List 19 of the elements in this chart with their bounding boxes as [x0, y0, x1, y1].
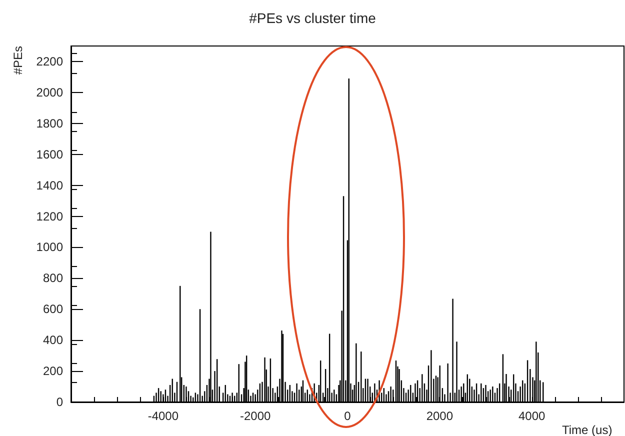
- x-tick-label: 0: [344, 409, 352, 423]
- x-tick-label: -4000: [148, 409, 179, 423]
- y-tick-label: 400: [42, 333, 64, 348]
- x-tick-label: 4000: [518, 409, 546, 423]
- y-tick-label: 1200: [36, 209, 64, 224]
- y-tick-label: 1800: [36, 116, 64, 130]
- y-axis-title: #PEs: [11, 46, 25, 75]
- y-tick-label: 1000: [36, 240, 64, 254]
- y-tick-label: 600: [42, 302, 64, 316]
- y-tick-label: 800: [42, 271, 64, 286]
- y-tick-label: 0: [56, 395, 64, 409]
- y-tick-label: 1600: [36, 147, 64, 162]
- x-tick-label: -2000: [240, 409, 271, 423]
- y-tick-label: 200: [42, 364, 64, 378]
- y-tick-label: 2000: [36, 85, 64, 100]
- y-tick-label: 2200: [36, 54, 64, 68]
- y-tick-label: 1400: [36, 178, 64, 192]
- chart-title: #PEs vs cluster time: [249, 10, 376, 26]
- x-tick-label: 2000: [426, 409, 454, 423]
